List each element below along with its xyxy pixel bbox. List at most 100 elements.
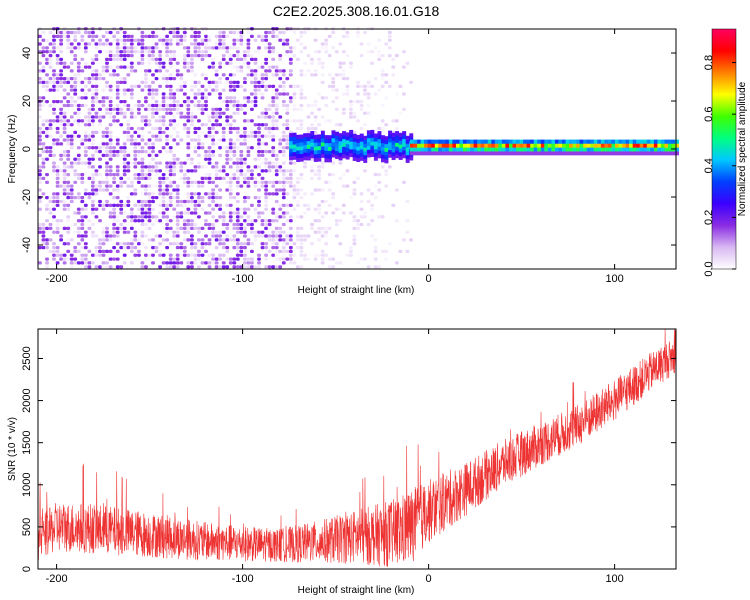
spectrogram-cell bbox=[281, 261, 286, 265]
spectrogram-cell bbox=[260, 80, 265, 85]
spectrogram-cell bbox=[331, 138, 336, 143]
spectrogram-cell bbox=[434, 151, 439, 156]
spectrogram-cell bbox=[281, 150, 286, 154]
spectrogram-cell bbox=[48, 207, 53, 211]
spectrogram-cell bbox=[151, 30, 155, 35]
spectrogram-cell bbox=[137, 253, 141, 257]
spectrogram-cell bbox=[175, 242, 180, 246]
spectrogram-cell bbox=[257, 265, 261, 269]
spectrogram-cell bbox=[158, 119, 163, 123]
spectrogram-cell bbox=[140, 138, 145, 142]
spectrogram-cell bbox=[165, 150, 170, 154]
spectrogram-cell bbox=[175, 38, 180, 42]
spectrogram-cell bbox=[204, 150, 208, 154]
spectrogram-cell bbox=[197, 34, 201, 39]
spectrogram-cell bbox=[179, 88, 184, 92]
spectrogram-cell bbox=[52, 207, 56, 211]
spectrogram-cell bbox=[452, 151, 457, 156]
spectrogram-cell bbox=[98, 150, 102, 154]
spectrogram-cell bbox=[402, 180, 406, 184]
spectrogram-cell bbox=[278, 207, 283, 211]
spectrogram-cell bbox=[370, 141, 375, 146]
spectrogram-cell bbox=[288, 184, 293, 188]
spectrogram-cell bbox=[168, 119, 173, 123]
spectrogram-cell bbox=[250, 119, 254, 123]
spectrogram-cell bbox=[190, 69, 194, 73]
spectrogram-cell bbox=[274, 249, 279, 254]
spectrogram-cell bbox=[288, 57, 293, 62]
spectrogram-cell bbox=[335, 143, 340, 148]
spectrogram-cell bbox=[161, 92, 166, 96]
spectrogram-cell bbox=[41, 222, 46, 227]
spectrogram-cell bbox=[83, 123, 88, 127]
spectrogram-cell bbox=[168, 257, 173, 261]
spectrogram-cell bbox=[129, 38, 134, 42]
spectrogram-cell bbox=[197, 265, 201, 269]
spectrogram-cell bbox=[144, 150, 148, 154]
spectrogram-cell bbox=[62, 165, 67, 169]
spectrogram-cell bbox=[398, 249, 403, 254]
spectrogram-cell bbox=[597, 139, 602, 144]
spectrogram-cell bbox=[207, 46, 212, 50]
spectrogram-cell bbox=[643, 147, 648, 152]
spectrogram-cell bbox=[161, 253, 166, 257]
spectrogram-cell bbox=[232, 196, 237, 200]
spectrogram-cell bbox=[193, 38, 198, 42]
spectrogram-cell bbox=[289, 140, 294, 145]
spectrogram-cell bbox=[38, 42, 42, 46]
spectrogram-cell bbox=[83, 50, 88, 54]
spectrogram-cell bbox=[190, 54, 194, 58]
spectrogram-cell bbox=[246, 96, 251, 100]
spectrogram-cell bbox=[154, 249, 159, 254]
spectrogram-cell bbox=[271, 96, 276, 100]
spectrogram-cell bbox=[119, 77, 124, 81]
spectrogram-cell bbox=[115, 54, 120, 58]
spectrogram-cell bbox=[168, 107, 173, 111]
spectrogram-cell bbox=[569, 147, 573, 152]
spectrogram-cell bbox=[147, 46, 152, 50]
spectrogram-cell bbox=[207, 150, 212, 154]
spectrogram-cell bbox=[193, 203, 198, 207]
spectrogram-cell bbox=[207, 115, 212, 119]
spectrogram-cell bbox=[221, 34, 226, 39]
spectrogram-cell bbox=[313, 188, 318, 192]
spectrogram-cell bbox=[154, 57, 159, 62]
spectrogram-cell bbox=[129, 211, 134, 215]
spectrogram-cell bbox=[281, 188, 286, 192]
spectrogram-cell bbox=[38, 188, 42, 192]
spectrogram-cell bbox=[182, 126, 187, 131]
spectrogram-cell bbox=[324, 146, 329, 151]
spectrogram-cell bbox=[239, 142, 244, 146]
spectrogram-cell bbox=[366, 265, 371, 269]
spectrogram-cell bbox=[299, 96, 304, 100]
spectrogram-cell bbox=[140, 34, 145, 39]
spectrogram-cell bbox=[345, 184, 350, 188]
spectrogram-cell bbox=[175, 222, 180, 227]
spectrogram-cell bbox=[278, 230, 283, 234]
spectrogram-cell bbox=[66, 34, 71, 39]
spectrogram-cell bbox=[402, 107, 406, 111]
spectrogram-cell bbox=[172, 115, 177, 119]
spectrogram-cell bbox=[278, 203, 283, 207]
spectrogram-cell bbox=[501, 147, 506, 152]
spectrogram-cell bbox=[324, 150, 329, 155]
spectrogram-cell bbox=[161, 100, 166, 104]
spectrogram-cell bbox=[91, 146, 95, 150]
spectrogram-cell bbox=[186, 69, 191, 73]
spectrogram-cell bbox=[313, 142, 318, 147]
spectrogram-cell bbox=[250, 230, 254, 234]
spectrogram-cell bbox=[133, 219, 138, 223]
spectrogram-cell bbox=[101, 69, 106, 73]
spectrogram-cell bbox=[122, 261, 127, 265]
spectrogram-cell bbox=[473, 151, 478, 156]
spectrogram-cell bbox=[260, 65, 265, 69]
spectrogram-cell bbox=[48, 146, 53, 150]
spectrogram-cell bbox=[105, 142, 109, 146]
spectrogram-cell bbox=[112, 211, 117, 215]
spectrogram-cell bbox=[228, 176, 233, 181]
spectrogram-cell bbox=[257, 215, 261, 219]
spectrogram-cell bbox=[356, 146, 361, 151]
spectrogram-cell bbox=[175, 123, 180, 127]
spectrogram-cell bbox=[274, 88, 279, 92]
